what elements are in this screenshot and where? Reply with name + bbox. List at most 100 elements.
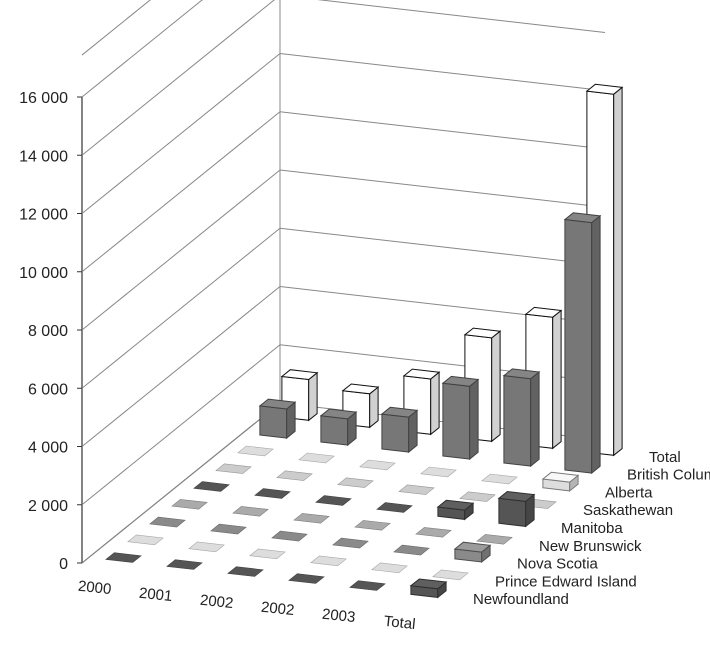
bar [288,573,325,584]
bar [249,548,286,560]
bar [276,470,313,481]
bar [502,368,541,468]
bar-top [441,375,480,387]
category-label: 2000 [77,578,112,598]
bar [310,555,347,567]
bar [271,530,308,542]
side-gridline [81,0,203,98]
category-label: 2002 [260,599,295,619]
bar [415,527,452,538]
side-gridline [81,53,281,214]
series-label: Prince Edward Island [495,573,637,590]
bar-top [563,212,602,224]
bar [105,552,142,563]
side-gridline [81,111,281,273]
bar-front [320,415,349,446]
y-tick-label: 8 000 [28,323,68,340]
y-tick-label: 0 [59,556,68,573]
back-gridline [317,0,606,34]
left-wall [81,0,281,564]
side-gridline [81,286,281,447]
back-gridline [279,169,606,208]
bar [188,541,225,553]
bar [298,452,335,464]
bar [166,559,203,570]
side-gridline [81,227,281,389]
bar-front [498,497,527,527]
y-axis: 0 2 000 4 000 6 000 8 000 10 000 12 000 14 000 1… [19,90,82,573]
y-tick-label: 6 000 [28,381,68,398]
bar [149,516,186,528]
category-label: 2001 [138,585,173,605]
series-label: British Columbia [627,467,710,484]
bar-top [409,578,448,590]
side-gridline [81,344,281,506]
bar [127,534,164,546]
bar [459,491,496,502]
bar-side [530,370,540,468]
bar [319,408,358,447]
category-label: 2002 [199,592,234,612]
bar [210,523,247,535]
bar [409,578,448,599]
series-label: Nova Scotia [517,556,599,573]
bar [563,212,602,475]
bar-top [380,406,419,418]
series-label: Saskathewan [583,502,673,519]
bar [481,473,518,485]
bar-top [280,369,319,381]
bar [453,541,492,564]
bar-top [402,368,441,380]
bar-top [585,83,624,95]
bars [258,83,624,599]
bar [354,520,391,531]
bar [349,580,386,591]
bar [380,406,419,454]
bar [237,445,274,457]
floor-markers [105,445,557,591]
bar [497,490,536,528]
bar-side [469,378,479,461]
bar [171,499,208,510]
bar-top [541,471,580,483]
bar-front [259,405,288,439]
side-gridline [81,0,275,156]
bar-side [430,371,440,436]
side-gridline [81,0,151,56]
side-gridline [81,169,281,331]
bar [258,398,297,440]
bar-side [613,86,623,457]
bar [420,466,457,478]
y-tick-label: 14 000 [19,148,68,165]
series-label: Alberta [605,484,653,501]
back-gridline [279,227,606,267]
bar [337,477,374,488]
category-labels: 2000 2001 2002 2002 2003 Total [77,578,416,633]
bar-top [502,368,541,380]
series-label: Newfoundland [473,591,569,608]
bar [398,484,435,495]
bar-top [319,408,358,420]
bar [436,499,475,521]
bar-top [341,383,380,395]
back-wall-gridlines [279,0,606,441]
bar [332,537,369,549]
back-gridline [279,53,606,92]
bar-front [381,413,410,453]
bar-top [258,398,297,410]
y-tick-label: 10 000 [19,265,68,282]
bar-top [497,490,536,502]
bar-front [442,382,471,460]
bar [227,566,264,577]
category-label: 2003 [321,606,356,626]
bar-top [436,499,475,511]
bar [541,471,580,492]
bar [432,569,469,581]
bar [193,481,230,492]
bar-side [491,330,501,443]
bar [393,544,430,556]
bar-top [463,327,502,339]
bar-side [308,371,318,422]
